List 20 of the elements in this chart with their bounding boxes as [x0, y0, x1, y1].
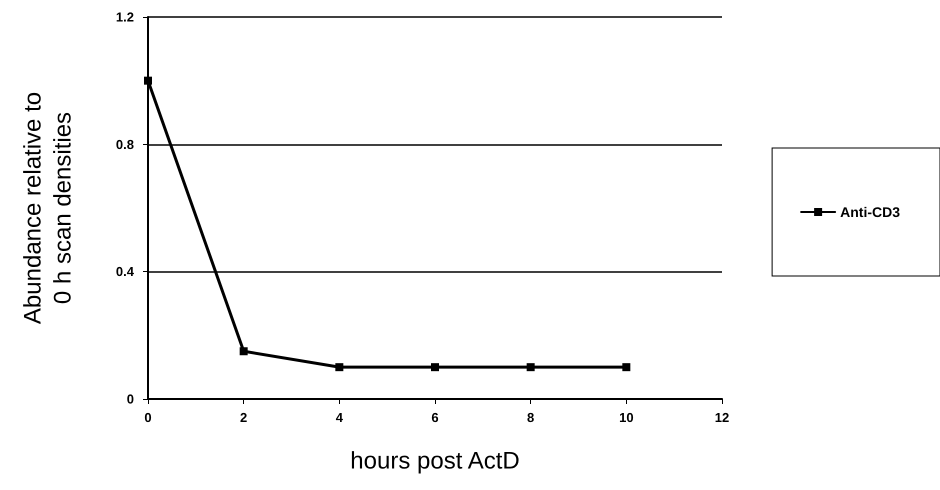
- x-tick-label: 6: [431, 410, 439, 425]
- y-tick-label: 1.2: [116, 10, 134, 24]
- point: [622, 363, 630, 372]
- point: [335, 363, 344, 372]
- point: [144, 76, 152, 85]
- x-tick-label: 4: [336, 410, 344, 425]
- point: [240, 347, 248, 356]
- x-tick-label: 2: [240, 410, 248, 425]
- point: [431, 363, 439, 372]
- y-axis-title: Abundance relative to 0 h scan densities: [20, 92, 76, 324]
- legend-label: Anti-CD3: [840, 204, 900, 220]
- y-tick-label: 0.8: [116, 136, 134, 152]
- x-tick-label: 10: [619, 410, 634, 425]
- x-tick-label: 0: [144, 410, 152, 425]
- y-tick-label: 0.4: [116, 264, 135, 280]
- x-axis-title: hours post ActD: [350, 448, 520, 474]
- point: [526, 363, 535, 372]
- y-tick-label: 0: [126, 392, 134, 406]
- x-tick-label: 8: [527, 410, 534, 425]
- x-tick-label: 12: [714, 410, 730, 425]
